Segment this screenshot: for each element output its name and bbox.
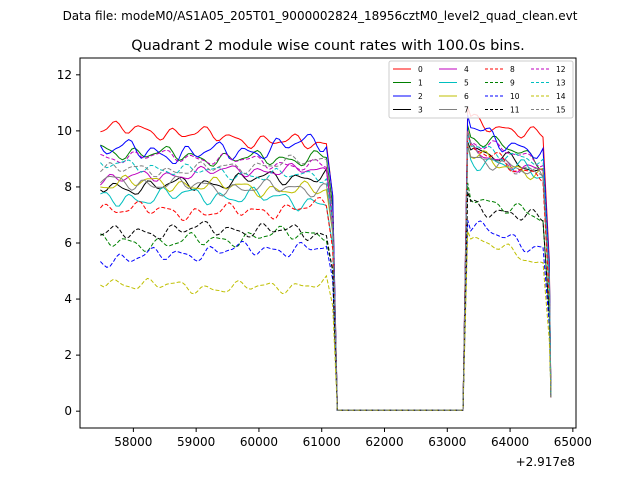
suptitle: Data file: modeM0/AS1A05_205T01_90000028… [63,9,578,23]
y-tick-label: 8 [64,180,72,194]
x-tick-label: 64000 [491,435,529,449]
x-tick-label: 61000 [303,435,341,449]
legend-label-7: 7 [464,106,469,115]
legend-label-1: 1 [418,79,423,88]
legend-label-4: 4 [464,65,469,74]
legend-label-6: 6 [464,92,469,101]
legend-label-0: 0 [418,65,423,74]
x-tick-label: 62000 [365,435,403,449]
x-tick-label: 58000 [114,435,152,449]
legend-label-2: 2 [418,92,423,101]
x-tick-label: 65000 [554,435,592,449]
legend-label-9: 9 [510,79,515,88]
x-tick-label: 63000 [428,435,466,449]
legend-label-8: 8 [510,65,515,74]
series-line-10 [100,220,552,411]
y-tick-label: 0 [64,404,72,418]
y-tick-label: 2 [64,348,72,362]
legend-frame [388,60,574,119]
x-axis: 58000 59000 60000 61000 62000 63000 64000 65000 [114,428,592,449]
series-line-11 [100,191,552,411]
series-line-6 [100,143,552,411]
y-tick-label: 6 [64,236,72,250]
legend-label-15: 15 [556,106,566,115]
y-axis: 0 2 4 6 8 10 12 [57,68,80,418]
legend-label-5: 5 [464,79,469,88]
legend-label-12: 12 [556,65,566,74]
series-line-14 [100,230,552,411]
x-tick-label: 60000 [240,435,278,449]
x-offset-label: +2.917e8 [516,455,575,469]
legend-label-11: 11 [510,106,520,115]
legend-label-3: 3 [418,106,423,115]
series-line-0 [100,107,552,411]
chart-title: Quadrant 2 module wise count rates with … [131,38,525,54]
series-line-9 [100,182,552,411]
y-tick-label: 10 [57,124,72,138]
x-tick-label: 59000 [177,435,215,449]
series-line-12 [100,130,552,411]
series-layer [99,107,552,411]
legend-label-14: 14 [556,92,566,101]
series-line-4 [100,132,552,411]
series-line-2 [99,114,552,411]
series-line-1 [100,125,552,411]
series-line-15 [100,131,552,411]
series-line-8 [100,130,552,411]
series-line-13 [100,133,552,411]
series-line-7 [100,145,552,411]
legend-label-13: 13 [556,79,566,88]
legend-label-10: 10 [510,92,520,101]
plot-area: 58000 59000 60000 61000 62000 63000 64000 65000… [57,57,592,469]
y-tick-label: 12 [57,68,72,82]
y-tick-label: 4 [64,292,72,306]
